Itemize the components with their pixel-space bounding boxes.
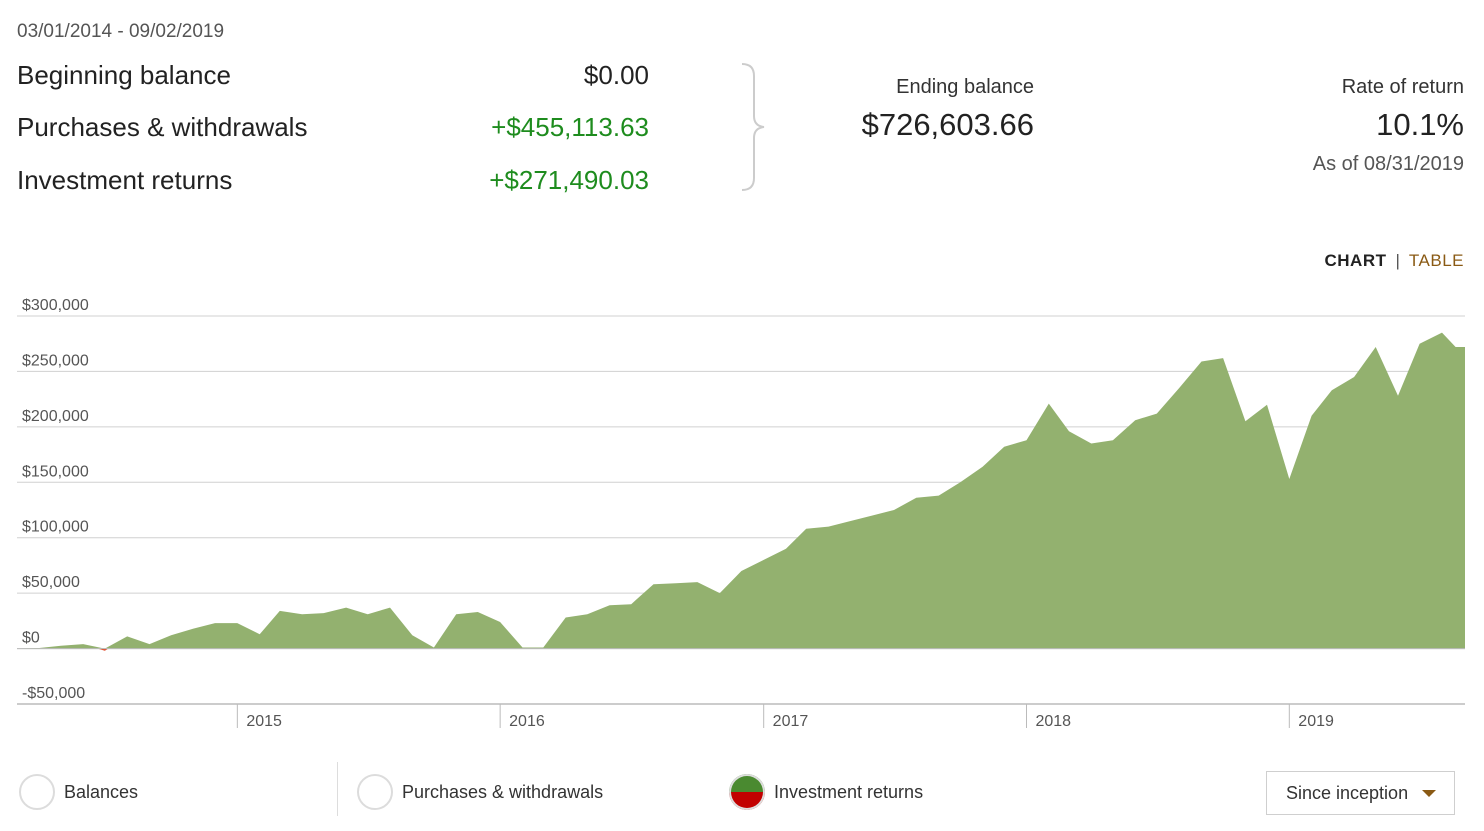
investment-returns-label: Investment returns — [17, 165, 233, 195]
legend-balances[interactable]: Balances — [19, 774, 138, 810]
period-select-value: Since inception — [1286, 782, 1409, 803]
x-tick-label: 2015 — [246, 713, 282, 730]
rate-of-return-value: 10.1% — [1376, 107, 1464, 142]
rate-of-return: Rate of return 10.1% As of 08/31/2019 — [1313, 76, 1464, 176]
x-tick-label: 2017 — [773, 713, 809, 730]
toggle-separator: | — [1395, 251, 1400, 270]
purchases-withdrawals-value: +$455,113.63 — [491, 112, 649, 142]
investment-returns-chart: $300,000 $250,000 $200,000 $150,000 $100,000… — [17, 297, 1465, 730]
chevron-down-icon — [1422, 789, 1437, 797]
series-negative-area — [97, 648, 109, 651]
legend-investment-returns-label: Investment returns — [774, 781, 924, 802]
y-tick-label: $150,000 — [22, 463, 89, 480]
y-tick-label: $250,000 — [22, 352, 89, 369]
ending-balance-value: $726,603.66 — [861, 107, 1034, 142]
x-tick-label: 2018 — [1035, 713, 1071, 730]
brace-icon — [741, 63, 765, 191]
chart-view-link[interactable]: CHART — [1324, 251, 1387, 270]
date-range: 03/01/2014 - 09/02/2019 — [17, 21, 225, 42]
beginning-balance-label: Beginning balance — [17, 60, 231, 90]
beginning-balance-value: $0.00 — [583, 60, 649, 90]
as-of-date: As of 08/31/2019 — [1312, 153, 1464, 175]
investment-returns-value: +$271,490.03 — [489, 165, 649, 195]
purchases-radio-icon[interactable] — [357, 774, 393, 810]
x-tick-label: 2016 — [509, 713, 545, 730]
y-tick-label: $200,000 — [22, 408, 89, 425]
beginning-balance-row: Beginning balance $0.00 — [17, 60, 649, 91]
series-area-investment-returns — [17, 332, 1465, 649]
y-tick-label: $0 — [22, 630, 40, 647]
ending-balance: Ending balance $726,603.66 — [820, 76, 1034, 143]
purchases-withdrawals-label: Purchases & withdrawals — [17, 112, 308, 142]
legend-balances-label: Balances — [64, 781, 139, 802]
balances-radio-icon[interactable] — [19, 774, 55, 810]
legend-investment-returns[interactable]: Investment returns — [729, 774, 923, 810]
y-tick-label: -$50,000 — [22, 685, 85, 702]
legend-purchases-withdrawals[interactable]: Purchases & withdrawals — [357, 774, 603, 810]
period-select[interactable]: Since inception — [1266, 771, 1455, 815]
investment-returns-radio-icon[interactable] — [729, 774, 765, 810]
y-tick-label: $100,000 — [22, 519, 89, 536]
x-tick-label: 2019 — [1298, 713, 1334, 730]
y-tick-label: $300,000 — [22, 297, 89, 314]
purchases-withdrawals-row: Purchases & withdrawals +$455,113.63 — [17, 112, 649, 143]
legend-purchases-label: Purchases & withdrawals — [402, 781, 604, 802]
rate-of-return-label: Rate of return — [1341, 76, 1464, 98]
investment-returns-row: Investment returns +$271,490.03 — [17, 165, 649, 196]
view-toggle: CHART | TABLE — [1324, 251, 1464, 271]
legend-divider — [337, 762, 338, 816]
ending-balance-label: Ending balance — [896, 76, 1034, 98]
table-view-link[interactable]: TABLE — [1408, 251, 1464, 270]
y-tick-label: $50,000 — [22, 574, 80, 591]
